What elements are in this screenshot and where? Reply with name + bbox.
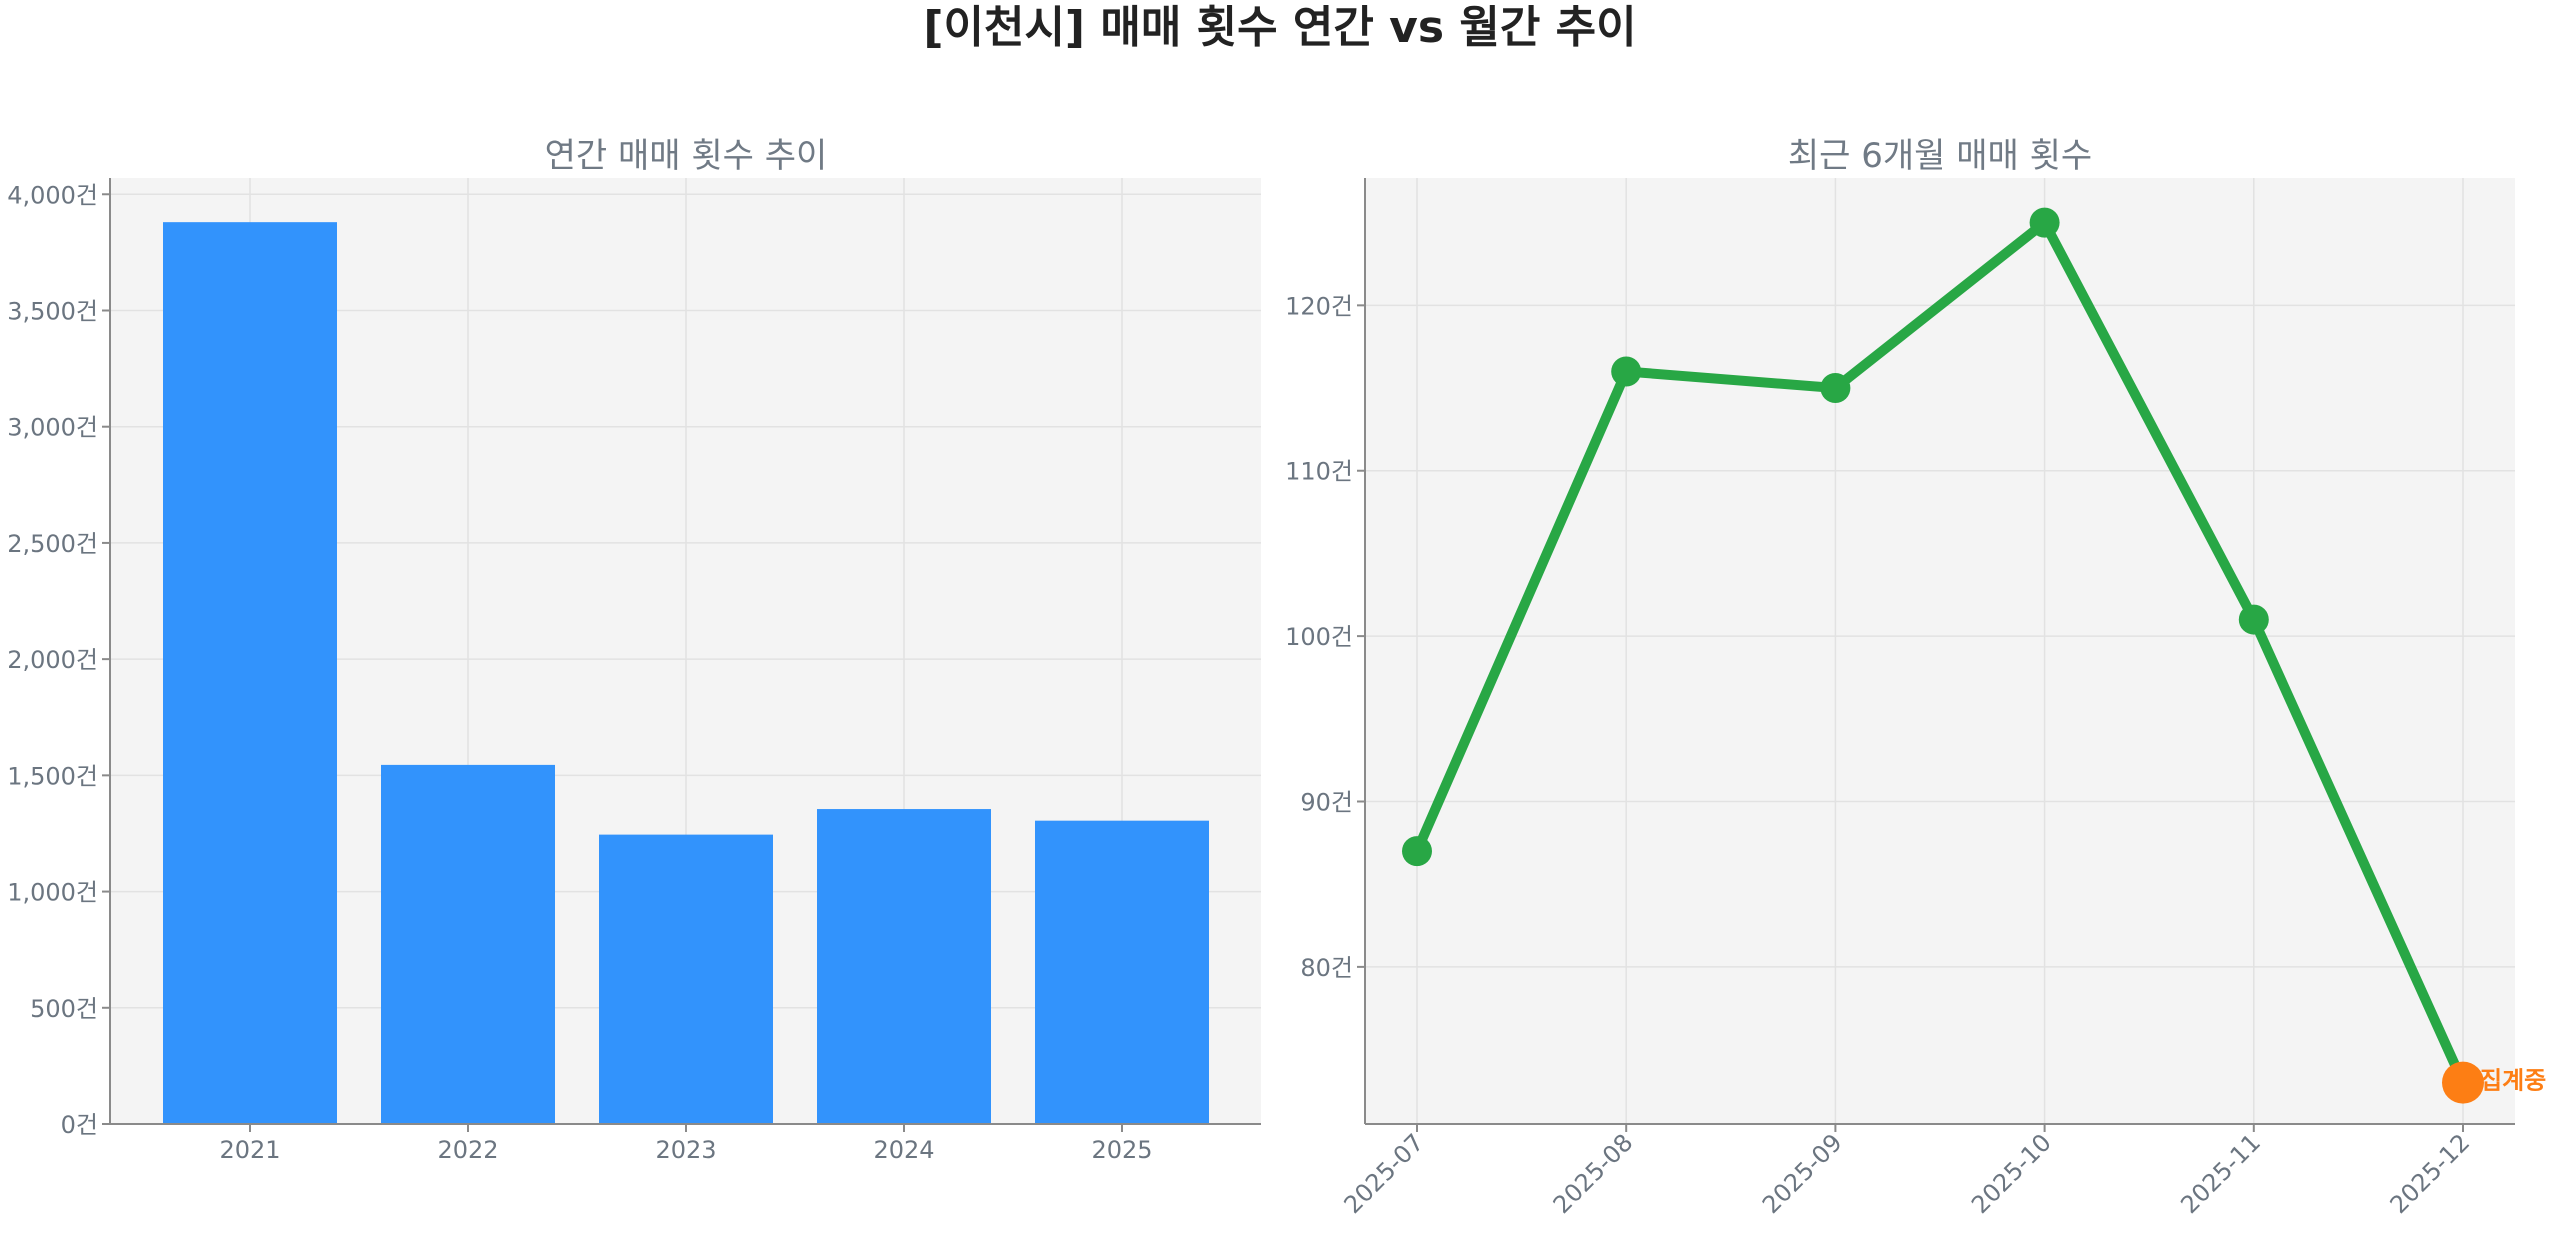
monthly-y-ticks: 80건 90건 100건 110건 120건 xyxy=(1285,292,1365,982)
annual-x-tick-label: 2023 xyxy=(655,1136,716,1164)
annual-bar-2021 xyxy=(163,222,337,1124)
monthly-x-ticks: 2025-07 2025-08 2025-09 2025-10 2025-11 2025-… xyxy=(1339,1124,2476,1219)
annual-bar-chart: 0건 500건 1,000건 1,500건 2,000건 2,500건 3,000건 3,50… xyxy=(7,136,1261,1164)
annual-x-tick-label: 2021 xyxy=(219,1136,280,1164)
annual-y-tick-label: 4,000건 xyxy=(7,181,98,209)
annual-bar-2024 xyxy=(817,809,991,1124)
monthly-x-tick-label: 2025-10 xyxy=(1966,1128,2057,1219)
monthly-y-tick-label: 80건 xyxy=(1300,954,1353,982)
annual-y-tick-label: 2,500건 xyxy=(7,530,98,558)
annual-bar-2025 xyxy=(1035,820,1209,1124)
monthly-y-tick-label: 120건 xyxy=(1285,292,1353,320)
figure-title: [이천시] 매매 횟수 연간 vs 월간 추이 xyxy=(923,2,1636,53)
annual-bar-2022 xyxy=(381,764,555,1124)
annual-x-ticks: 2021 2022 2023 2024 2025 xyxy=(219,1124,1153,1164)
monthly-x-tick-label: 2025-12 xyxy=(2385,1128,2476,1219)
annual-y-tick-label: 3,000건 xyxy=(7,414,98,442)
annual-x-tick-label: 2022 xyxy=(437,1136,498,1164)
monthly-annotation-label: 집계중 xyxy=(2480,1067,2546,1095)
annual-x-tick-label: 2025 xyxy=(1091,1136,1152,1164)
monthly-y-tick-label: 110건 xyxy=(1285,458,1353,486)
annual-y-tick-label: 500건 xyxy=(30,995,98,1023)
monthly-series: 집계중 xyxy=(1402,207,2546,1104)
monthly-point-2025-07 xyxy=(1402,836,1432,867)
monthly-x-tick-label: 2025-07 xyxy=(1339,1128,1430,1219)
annual-bar-2023 xyxy=(599,834,773,1124)
annual-x-tick-label: 2024 xyxy=(873,1136,934,1164)
monthly-point-2025-10 xyxy=(2029,207,2060,238)
annual-y-tick-label: 1,500건 xyxy=(7,762,98,790)
monthly-point-2025-08 xyxy=(1611,356,1642,387)
annual-y-tick-label: 2,000건 xyxy=(7,646,98,674)
monthly-x-tick-label: 2025-08 xyxy=(1548,1128,1639,1219)
annual-y-tick-label: 3,500건 xyxy=(7,297,98,325)
monthly-plot-area xyxy=(1365,178,2515,1124)
monthly-point-2025-11 xyxy=(2238,604,2269,635)
monthly-y-tick-label: 100건 xyxy=(1285,623,1353,651)
monthly-y-tick-label: 90건 xyxy=(1300,789,1353,817)
annual-bars xyxy=(163,222,1209,1124)
monthly-x-tick-label: 2025-11 xyxy=(2175,1128,2266,1219)
monthly-highlight-point xyxy=(2442,1061,2484,1104)
monthly-x-tick-label: 2025-09 xyxy=(1757,1128,1848,1219)
annual-y-tick-label: 0건 xyxy=(61,1111,98,1139)
annual-chart-title: 연간 매매 횟수 추이 xyxy=(545,136,828,176)
annual-y-ticks: 0건 500건 1,000건 1,500건 2,000건 2,500건 3,000건 3,50… xyxy=(7,181,110,1139)
annual-y-tick-label: 1,000건 xyxy=(7,879,98,907)
monthly-gridlines xyxy=(1365,178,2515,1124)
monthly-series-line xyxy=(1412,217,2468,1088)
monthly-point-2025-09 xyxy=(1820,373,1851,404)
monthly-chart-title: 최근 6개월 매매 횟수 xyxy=(1788,136,2092,176)
